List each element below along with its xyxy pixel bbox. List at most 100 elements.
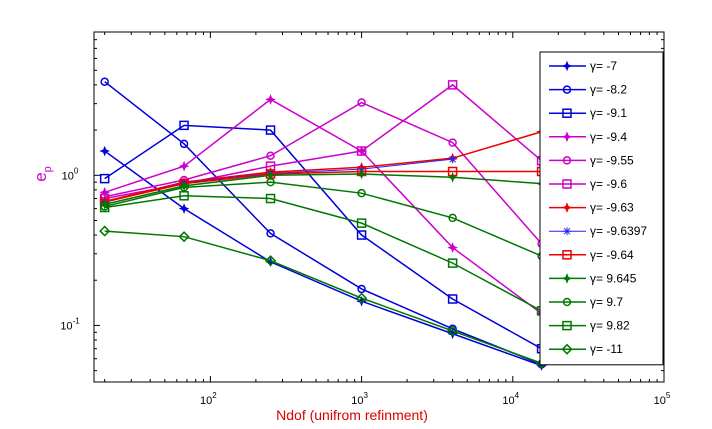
legend-item: γ= -9.63	[549, 201, 634, 215]
legend-item: γ= -9.6	[549, 177, 627, 191]
data-point	[265, 193, 276, 204]
legend-item: γ= -9.64	[549, 248, 634, 262]
series-line	[104, 170, 542, 203]
data-point	[447, 294, 458, 304]
data-point	[357, 284, 366, 294]
data-point	[562, 156, 572, 165]
legend-label: γ= -9.6	[590, 177, 627, 191]
data-point	[561, 343, 573, 355]
data-point	[447, 242, 458, 253]
data-point	[447, 325, 459, 337]
data-point	[99, 202, 110, 213]
data-point	[356, 230, 367, 240]
legend-label: γ= 9.645	[590, 271, 637, 285]
data-point	[448, 155, 457, 164]
data-point	[265, 94, 276, 105]
axis-ticks: 102 103 104 105 10-1 100	[60, 31, 671, 407]
data-point	[265, 125, 276, 135]
legend-label: γ= -9.4	[590, 130, 627, 144]
data-point	[179, 183, 189, 192]
y-tick-label: 100	[62, 166, 79, 182]
data-point	[179, 139, 189, 149]
data-point	[448, 213, 457, 223]
legend-item: γ= -9.6397	[549, 224, 647, 238]
legend-label: γ= -9.55	[590, 153, 634, 167]
data-point	[563, 227, 571, 236]
legend-item: γ= -9.4	[549, 130, 627, 144]
series-line	[104, 195, 542, 312]
legend-label: γ= -8.2	[590, 83, 627, 97]
data-point	[356, 292, 368, 304]
data-point	[357, 98, 366, 107]
data-point	[100, 77, 109, 86]
legend-item: γ= -11	[549, 342, 623, 356]
series-line	[104, 230, 542, 364]
legend-label: γ= -9.63	[590, 201, 634, 215]
data-point	[357, 188, 366, 198]
series-line	[104, 131, 542, 203]
legend-item: γ= -7	[549, 59, 617, 73]
data-point	[562, 250, 572, 260]
legend: γ= -7 γ= -8.2 γ= -9.1 γ= -9.4 γ= -9.55 γ= -9.…	[539, 51, 664, 366]
y-axis-label-sub: p	[42, 166, 54, 172]
x-tick-label: 105	[654, 391, 671, 407]
data-point	[356, 218, 367, 228]
legend-label: γ= -7	[590, 59, 617, 73]
series-line	[104, 181, 542, 257]
legend-item: γ= -9.1	[549, 106, 627, 120]
legend-item: γ= -8.2	[549, 83, 627, 97]
x-axis-label: Ndof (unifrom refinment)	[276, 407, 428, 423]
data-point	[266, 151, 275, 160]
legend-label: γ= 9.82	[590, 319, 630, 333]
data-point	[562, 320, 572, 331]
data-point	[356, 168, 367, 180]
series-11	[100, 177, 546, 261]
data-point	[356, 146, 367, 156]
y-axis-label-main: e	[31, 172, 50, 181]
data-point	[179, 191, 189, 201]
legend-item: γ= -9.55	[549, 153, 634, 167]
series-line	[104, 98, 543, 315]
legend-item: γ= 9.7	[549, 295, 623, 309]
series-line	[104, 173, 542, 206]
svg-text:ep: ep	[31, 166, 54, 182]
y-axis-label: ep	[31, 166, 54, 182]
legend-label: γ= -9.1	[590, 106, 627, 120]
x-tick-label: 103	[351, 391, 368, 407]
data-point	[178, 203, 190, 214]
data-point	[99, 145, 110, 157]
data-point	[178, 231, 190, 243]
x-tick-label: 104	[502, 391, 519, 407]
legend-item: γ= 9.82	[549, 319, 630, 333]
y-tick-label: 10-1	[60, 316, 80, 332]
data-point	[99, 225, 111, 237]
data-point	[266, 177, 275, 187]
legend-label: γ= -9.64	[590, 248, 634, 262]
data-point	[264, 255, 277, 267]
data-point	[561, 60, 573, 72]
data-point	[448, 324, 457, 334]
data-point	[447, 258, 458, 268]
series-line	[104, 150, 542, 367]
data-point	[448, 138, 457, 147]
data-point	[561, 273, 573, 284]
data-point	[447, 80, 458, 90]
data-point	[562, 85, 572, 94]
data-point	[179, 120, 189, 131]
series-line	[104, 101, 543, 245]
legend-item: γ= 9.645	[549, 271, 637, 285]
data-point	[561, 202, 573, 213]
x-tick-label: 102	[200, 391, 217, 407]
series-line	[104, 124, 542, 350]
data-point	[561, 131, 573, 143]
data-point	[99, 173, 110, 184]
data-point	[562, 179, 572, 189]
data-point	[178, 160, 190, 172]
data-point	[562, 297, 572, 307]
legend-label: γ= 9.7	[590, 295, 623, 309]
data-point	[265, 169, 276, 181]
legend-box	[539, 51, 664, 366]
series-layer	[99, 77, 548, 371]
legend-label: γ= -9.6397	[590, 224, 647, 238]
